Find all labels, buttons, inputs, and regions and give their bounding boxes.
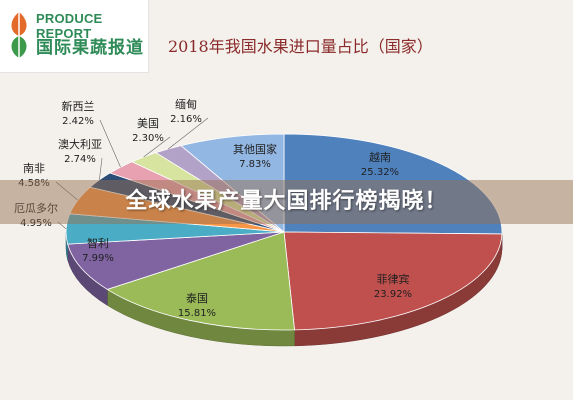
slice-value-8: 2.30% <box>132 133 164 144</box>
chart-title: 2018年我国水果进口量占比（国家） <box>168 37 433 56</box>
slice-label-3: 智利 <box>87 236 109 250</box>
leader-line-7 <box>99 119 121 168</box>
slice-value-0: 25.32% <box>361 167 399 178</box>
slice-label-5: 南非 <box>23 162 45 175</box>
slice-label-9: 缅甸 <box>175 97 197 111</box>
leader-line-5 <box>55 181 79 201</box>
pie-leader-lines <box>55 117 209 230</box>
slice-value-1: 23.92% <box>374 289 412 300</box>
leaf-icon <box>11 12 27 58</box>
slice-value-2: 15.81% <box>178 308 216 319</box>
pie-slice-3 <box>67 231 285 290</box>
pie-slice-10 <box>180 133 285 233</box>
slice-label-10: 其他国家 <box>233 142 277 156</box>
leader-line-8 <box>143 136 171 158</box>
slice-label-6: 澳大利亚 <box>58 137 102 151</box>
slice-value-7: 2.42% <box>62 116 94 127</box>
pie-slice-2 <box>106 231 295 331</box>
slice-value-6: 2.74% <box>64 154 96 165</box>
banner-headline: 全球水果产量大国排行榜揭晓！ <box>125 189 448 214</box>
logo: PRODUCE REPORT 国际果蔬报道 <box>0 0 149 73</box>
slice-value-4: 4.95% <box>20 218 52 229</box>
slice-label-8: 美国 <box>137 117 159 130</box>
leader-line-4 <box>57 221 67 230</box>
slice-label-4: 厄瓜多尔 <box>14 201 58 215</box>
banner-overlay <box>0 180 573 224</box>
slice-label-7: 新西兰 <box>62 99 95 113</box>
logo-english-text: PRODUCE REPORT <box>36 11 103 41</box>
leader-line-6 <box>99 157 103 180</box>
slice-value-10: 7.83% <box>239 159 271 170</box>
pie-slice-0 <box>283 133 503 235</box>
slice-value-3: 7.99% <box>82 253 114 264</box>
slice-value-5: 4.58% <box>18 178 50 189</box>
leader-line-9 <box>168 117 209 150</box>
slice-label-2: 泰国 <box>186 291 208 305</box>
pie-slices <box>65 133 503 331</box>
slice-label-1: 菲律宾 <box>377 272 410 286</box>
slice-label-0: 越南 <box>369 150 391 164</box>
pie-slice-1 <box>283 231 503 331</box>
slice-value-9: 2.16% <box>170 114 202 125</box>
pie-labels: 越南 25.32% 菲律宾 23.92% 泰国 15.81% 智利 7.99% 厄瓜多尔 4.95… <box>14 97 412 319</box>
logo-chinese-text: 国际果蔬报道 <box>36 38 144 58</box>
